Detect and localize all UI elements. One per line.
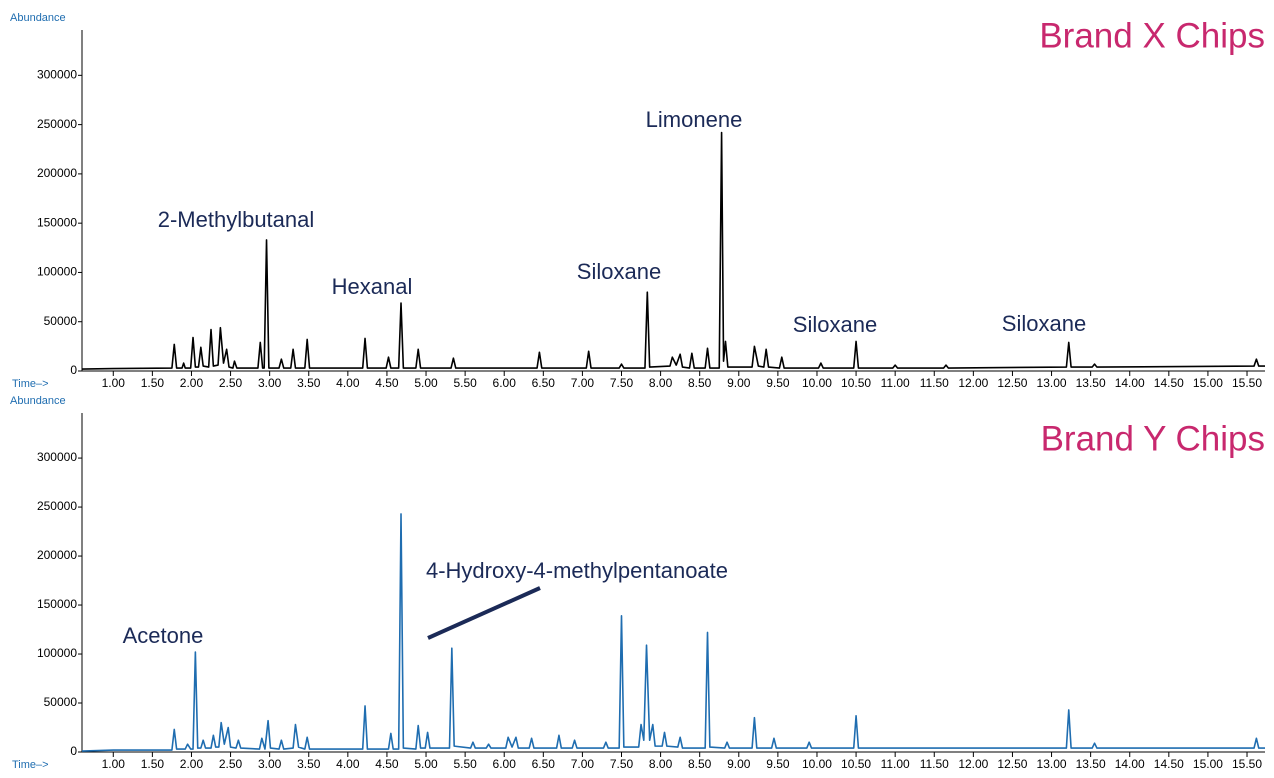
x-tick-label: 8.50 (688, 376, 712, 390)
chart-title: Brand Y Chips (1041, 419, 1265, 458)
y-tick-label: 100000 (37, 646, 77, 660)
y-tick-label: 100000 (37, 265, 77, 279)
x-tick-label: 1.00 (102, 757, 126, 771)
x-tick-label: 12.50 (997, 757, 1027, 771)
x-tick-label: 9.50 (766, 757, 790, 771)
x-tick-label: 10.50 (841, 757, 871, 771)
x-tick-label: 11.00 (881, 376, 910, 390)
x-tick-label: 4.00 (336, 376, 360, 390)
x-tick-label: 5.00 (414, 757, 438, 771)
x-tick-label: 10.00 (802, 376, 832, 390)
x-tick-label: 4.50 (375, 376, 399, 390)
y-tick-label: 250000 (37, 499, 77, 513)
x-tick-label: 2.00 (180, 757, 204, 771)
chromatogram-line (81, 131, 1265, 370)
x-tick-label: 3.00 (258, 757, 282, 771)
y-tick-label: 250000 (37, 117, 77, 131)
x-tick-label: 8.00 (649, 376, 673, 390)
x-tick-label: 10.50 (841, 376, 871, 390)
peak-annotation: Acetone (123, 623, 204, 648)
peak-annotation: Limonene (646, 107, 743, 132)
x-tick-label: 13.00 (1037, 757, 1067, 771)
x-tick-label: 3.50 (297, 757, 321, 771)
annotation-pointer (427, 586, 541, 640)
peak-annotation: Siloxane (1002, 311, 1086, 336)
x-tick-label: 2.00 (180, 376, 204, 390)
x-tick-label: 12.00 (958, 376, 988, 390)
chromatogram-line (81, 513, 1265, 752)
peak-annotation: Siloxane (577, 259, 661, 284)
x-tick-label: 14.00 (1115, 757, 1145, 771)
y-tick-label: 300000 (37, 68, 77, 82)
x-tick-label: 13.50 (1076, 376, 1106, 390)
y-tick-label: 0 (70, 363, 77, 377)
x-tick-label: 11.00 (881, 757, 910, 771)
x-tick-label: 7.00 (571, 757, 595, 771)
x-tick-label: 12.00 (958, 757, 988, 771)
x-tick-label: 5.50 (453, 757, 477, 771)
y-axis-label: Abundance (10, 12, 66, 24)
x-tick-label: 4.00 (336, 757, 360, 771)
x-tick-label: 15.50 (1232, 376, 1262, 390)
x-tick-label: 1.50 (141, 757, 165, 771)
x-tick-label: 11.50 (920, 757, 949, 771)
x-tick-label: 1.00 (102, 376, 126, 390)
x-tick-label: 7.00 (571, 376, 595, 390)
y-tick-label: 200000 (37, 548, 77, 562)
x-tick-label: 13.50 (1076, 757, 1106, 771)
x-tick-label: 4.50 (375, 757, 399, 771)
x-axis-label: Time–> (12, 759, 49, 771)
y-tick-label: 150000 (37, 597, 77, 611)
x-tick-label: 8.50 (688, 757, 712, 771)
x-tick-label: 9.00 (727, 757, 751, 771)
peak-annotation: Hexanal (332, 274, 413, 299)
x-tick-label: 9.50 (766, 376, 790, 390)
y-tick-label: 50000 (44, 695, 78, 709)
x-tick-label: 1.50 (141, 376, 165, 390)
x-tick-label: 15.00 (1193, 376, 1223, 390)
y-tick-label: 150000 (37, 215, 77, 229)
x-tick-label: 7.50 (610, 757, 634, 771)
x-tick-label: 6.00 (493, 757, 517, 771)
y-tick-label: 0 (70, 744, 77, 758)
x-tick-label: 3.00 (258, 376, 282, 390)
peak-annotation: 4-Hydroxy-4-methylpentanoate (426, 558, 728, 583)
y-tick-label: 50000 (44, 314, 78, 328)
chart-title: Brand X Chips (1039, 16, 1265, 55)
x-tick-label: 2.50 (219, 376, 243, 390)
x-tick-label: 11.50 (920, 376, 949, 390)
x-tick-label: 13.00 (1037, 376, 1067, 390)
x-tick-label: 6.50 (532, 376, 556, 390)
x-tick-label: 15.50 (1232, 757, 1262, 771)
y-axis-label: Abundance (10, 395, 66, 407)
x-tick-label: 14.00 (1115, 376, 1145, 390)
x-tick-label: 8.00 (649, 757, 673, 771)
x-tick-label: 14.50 (1154, 757, 1184, 771)
peak-annotation: 2-Methylbutanal (158, 207, 315, 232)
x-tick-label: 10.00 (802, 757, 832, 771)
x-tick-label: 3.50 (297, 376, 321, 390)
x-tick-label: 14.50 (1154, 376, 1184, 390)
x-tick-label: 9.00 (727, 376, 751, 390)
y-tick-label: 300000 (37, 450, 77, 464)
x-tick-label: 2.50 (219, 757, 243, 771)
x-tick-label: 5.00 (414, 376, 438, 390)
x-tick-label: 6.50 (532, 757, 556, 771)
x-tick-label: 7.50 (610, 376, 634, 390)
x-tick-label: 5.50 (453, 376, 477, 390)
peak-annotation: Siloxane (793, 312, 877, 337)
x-axis-label: Time–> (12, 378, 49, 390)
x-tick-label: 6.00 (493, 376, 517, 390)
x-tick-label: 15.00 (1193, 757, 1223, 771)
x-tick-label: 12.50 (997, 376, 1027, 390)
y-tick-label: 200000 (37, 166, 77, 180)
